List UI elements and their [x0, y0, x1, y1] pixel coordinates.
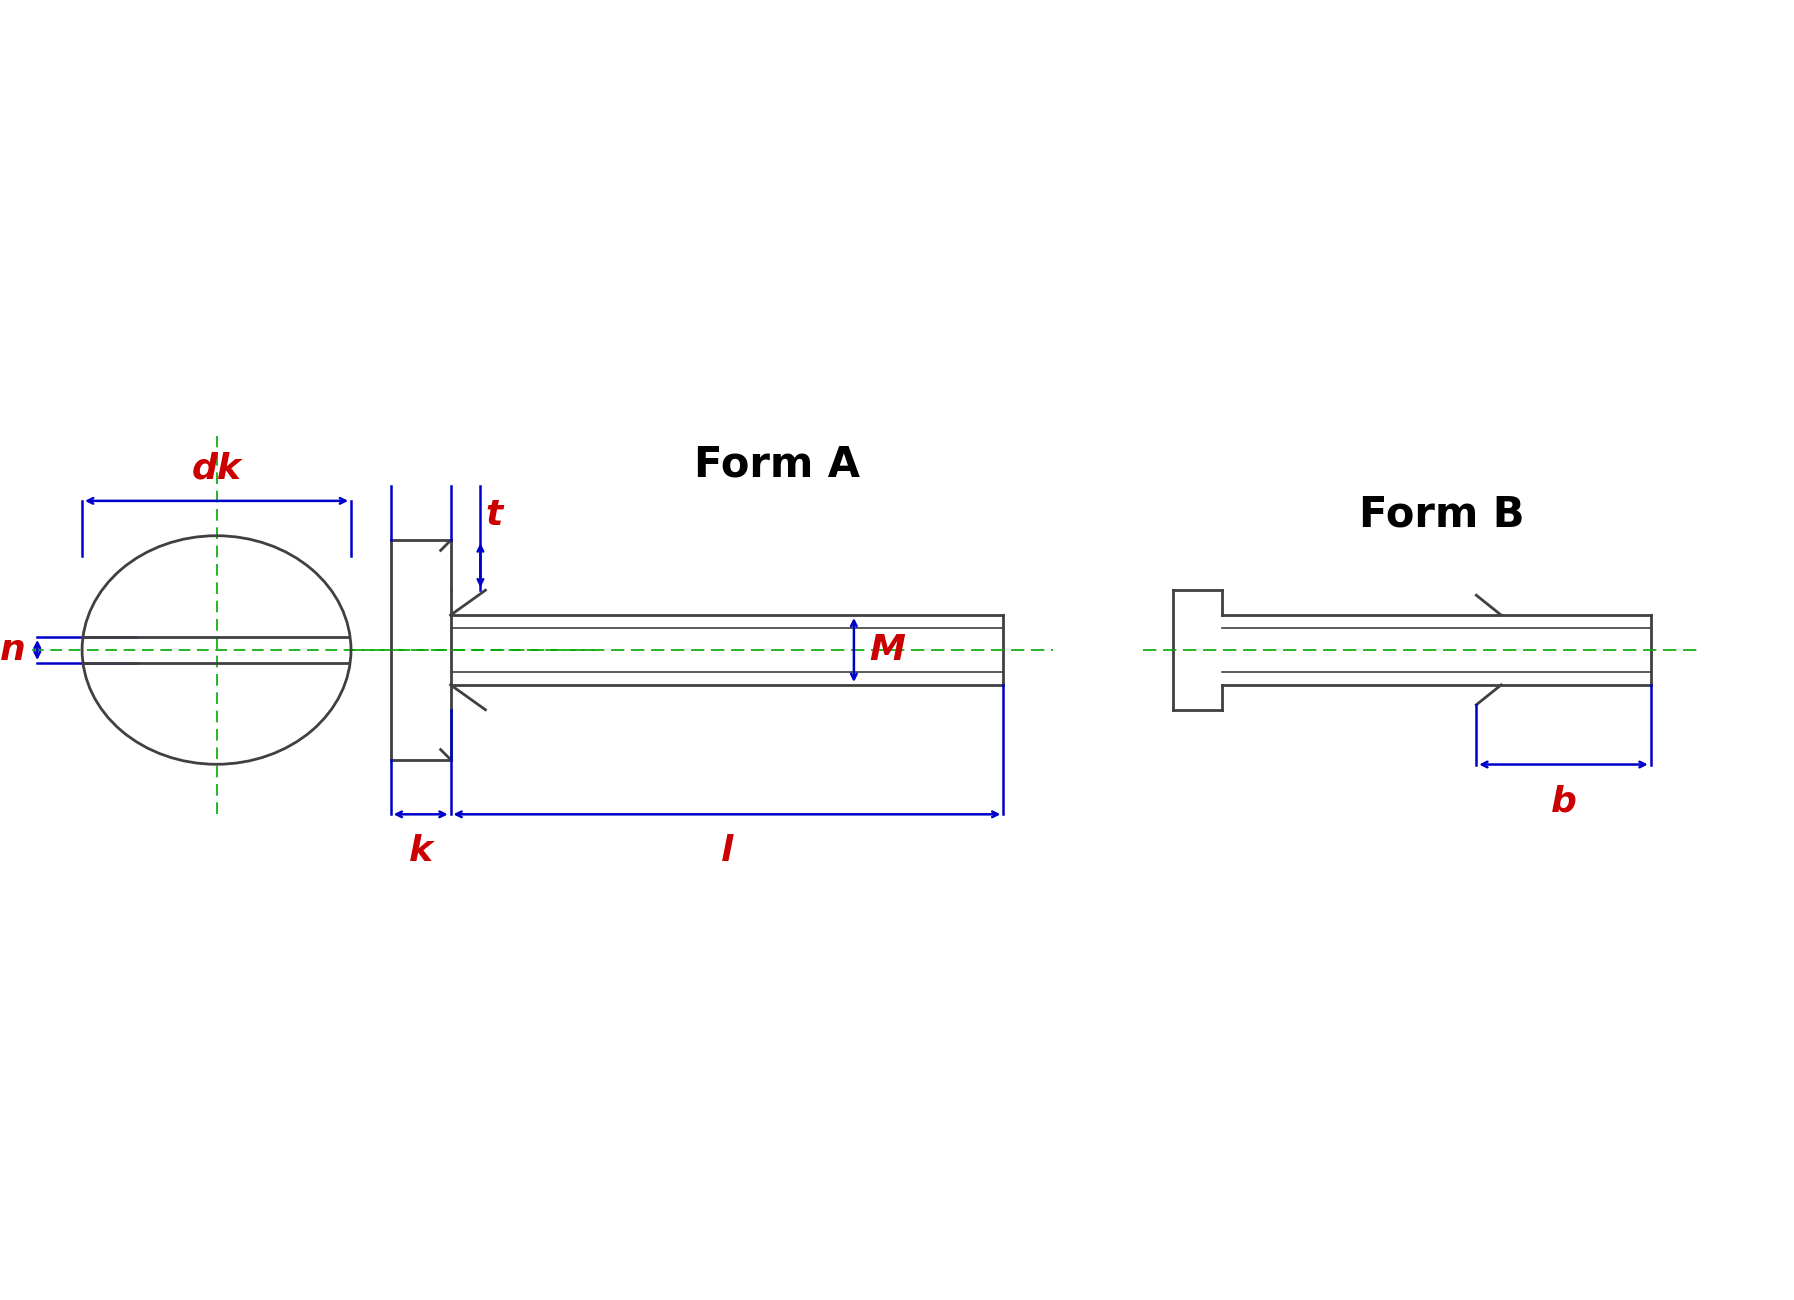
Text: M: M — [868, 633, 904, 667]
Text: Form B: Form B — [1358, 494, 1525, 536]
Text: dk: dk — [192, 452, 242, 486]
Text: Form A: Form A — [694, 443, 859, 486]
Text: n: n — [0, 633, 25, 667]
Text: t: t — [486, 498, 502, 533]
Text: l: l — [721, 835, 734, 868]
Text: k: k — [409, 835, 432, 868]
Text: b: b — [1550, 784, 1577, 819]
